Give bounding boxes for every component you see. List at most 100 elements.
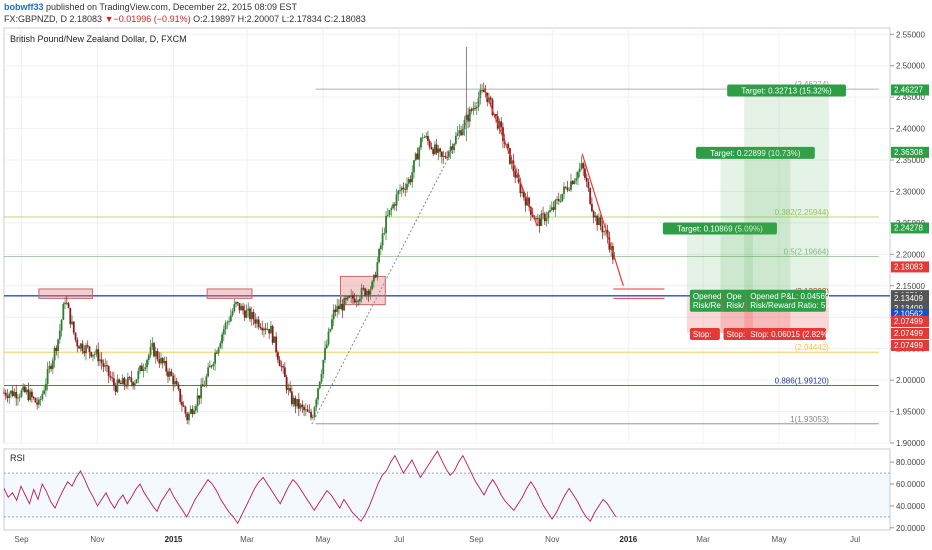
stop-label: Stop: [693, 330, 712, 339]
candle-body [263, 328, 265, 331]
candle-body [320, 373, 323, 382]
candle-body [475, 106, 478, 109]
candle-body [271, 326, 274, 343]
candle-body [18, 396, 21, 398]
candle-body [584, 168, 586, 178]
author-link[interactable]: bobwff33 [4, 2, 44, 12]
price-change: −0.01996 (−0.91%) [113, 14, 191, 24]
candle-body [439, 148, 442, 152]
candle-body [64, 302, 66, 304]
candle-body [233, 304, 236, 312]
candle-body [121, 378, 124, 385]
price-label-box [891, 308, 929, 320]
candle-body [369, 289, 372, 295]
candle-body [421, 137, 424, 139]
candle-body [280, 366, 283, 367]
risk-reward-label: Risk/Re [693, 301, 722, 310]
price-label: 2.13409 [894, 294, 923, 303]
price-label: 2.13409 [894, 304, 923, 313]
candle-body [460, 130, 462, 135]
rsi-band [4, 473, 890, 517]
candle-body [252, 311, 255, 320]
candle-body [4, 392, 7, 396]
candle-body [224, 323, 227, 330]
candle-body [113, 378, 115, 386]
candle-body [531, 214, 534, 217]
candle-body [427, 135, 429, 141]
candle-body [215, 352, 218, 354]
price-label: 2.07499 [894, 317, 923, 326]
zone-box [38, 288, 93, 299]
fib-level-label: 0.382(2.25944) [775, 208, 830, 217]
info-badge [723, 289, 755, 312]
candle-body [582, 163, 585, 169]
fib-level-label: 0.5(2.19664) [784, 247, 830, 256]
x-tick-label: 2015 [165, 535, 183, 544]
candle-body [88, 346, 91, 353]
candle-body [397, 190, 400, 195]
y-tick-label: 2.50000 [896, 62, 925, 71]
candle-body [132, 382, 134, 386]
candle-body [264, 328, 267, 330]
candle-body [573, 180, 576, 185]
candle-body [589, 188, 592, 204]
candle-body [453, 143, 456, 150]
candle-body [598, 217, 600, 226]
price-label-box [891, 261, 929, 273]
candle-body [181, 401, 183, 406]
candle-body [198, 395, 201, 399]
candle-body [446, 157, 449, 159]
fib-level-label: (2.04442) [795, 343, 830, 352]
candle-body [72, 321, 75, 333]
candle-body [543, 213, 546, 222]
candle-body [228, 321, 230, 323]
candle-body [447, 151, 450, 158]
risk-reward-label: Risk/Reward Ratio: 5.44 [750, 301, 837, 310]
candle-body [479, 90, 482, 98]
candle-body [507, 143, 510, 149]
candle-body [270, 326, 272, 334]
candle-body [191, 409, 194, 414]
stop-badge [689, 327, 720, 340]
candle-body [545, 218, 548, 222]
x-tick-label: 2016 [619, 535, 637, 544]
candle-body [188, 413, 190, 421]
x-tick-label: May [772, 535, 787, 544]
candle-body [432, 148, 435, 155]
candle-body [62, 303, 65, 320]
price-label: 2.07499 [894, 341, 923, 350]
candle-body [126, 377, 129, 387]
candle-body [294, 397, 297, 407]
target-zone [686, 227, 753, 296]
y-tick-label: 2.40000 [896, 125, 925, 134]
price-label-box [891, 222, 929, 234]
candle-body [154, 351, 157, 357]
candle-body [434, 144, 436, 155]
candle-body [219, 343, 222, 348]
candle-body [345, 298, 347, 300]
zone-box [206, 288, 253, 299]
target-label: Target: 0.32713 (15.32%) [741, 86, 832, 95]
candle-body [559, 201, 562, 202]
candle-body [189, 409, 192, 414]
candle-body [311, 417, 314, 419]
candle-body [498, 121, 501, 129]
price-label: 2.36308 [894, 148, 923, 157]
candle-body [585, 177, 588, 182]
candle-body [290, 391, 293, 405]
y-tick-label: 2.30000 [896, 187, 925, 196]
candle-body [524, 197, 527, 206]
candle-body [116, 379, 119, 392]
candle-body [577, 171, 579, 179]
target-zone [744, 89, 829, 296]
chart-title: British Pound/New Zealand Dollar, D, FXC… [10, 34, 187, 44]
candle-body [402, 187, 405, 190]
candle-body [139, 365, 141, 371]
candle-body [235, 301, 237, 305]
candle-body [374, 274, 377, 278]
ohlc-high: H:2.20007 [237, 14, 280, 24]
candle-body [594, 215, 597, 218]
candle-body [519, 182, 522, 194]
